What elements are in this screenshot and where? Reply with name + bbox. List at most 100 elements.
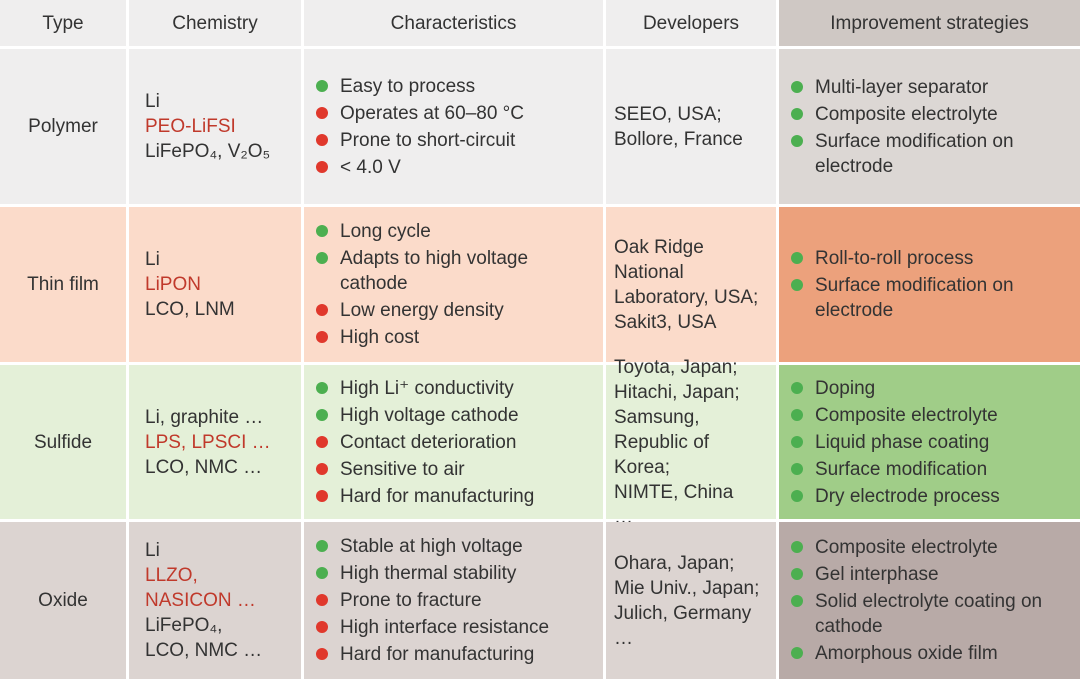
characteristics-cell: Easy to process Operates at 60–80 °C Prone… (304, 49, 603, 204)
developer-line: Laboratory, USA; (614, 286, 759, 308)
strategy-text: Multi-layer separator (815, 76, 989, 98)
characteristic-text: Low energy density (340, 300, 504, 321)
chemistry-line: LLZO, (145, 565, 198, 586)
header-cell: Chemistry (129, 0, 301, 46)
characteristic-text: High Li⁺ conductivity (340, 377, 514, 399)
chemistry-line: NASICON … (145, 590, 256, 611)
bullet (316, 160, 328, 173)
developers-cell: SEEO, USA; Bollore, France (606, 49, 776, 204)
developer-line: National (614, 261, 684, 283)
header-cell: Developers (606, 0, 776, 46)
developer-line: NIMTE, China (614, 481, 734, 503)
developer-line: Toyota, Japan; (614, 356, 738, 378)
developer-line: Julich, Germany (614, 602, 752, 624)
chemistry-line: Li (145, 540, 160, 561)
characteristic-item: Low energy density (312, 298, 595, 323)
strategy-text: Gel interphase (815, 564, 939, 585)
developer-line: Hitachi, Japan; (614, 381, 740, 403)
bullet (791, 134, 803, 147)
chemistry-line: Li (145, 249, 160, 270)
developers-cell: Oak Ridge National Laboratory, USA; Sakit3,… (606, 207, 776, 362)
chemistry-cell: Li PEO-LiFSI LiFePO₄, V₂O₅ (129, 49, 301, 204)
characteristic-text: Sensitive to air (340, 458, 465, 480)
bullet (316, 331, 328, 343)
bullet (791, 489, 803, 502)
bullet (316, 304, 328, 316)
chemistry-line: Li, graphite … (145, 406, 264, 428)
characteristic-item: Prone to fracture (312, 588, 595, 613)
characteristic-text: High thermal stability (340, 563, 517, 584)
characteristic-text: Contact deterioration (340, 431, 517, 453)
characteristic-item: Easy to process (312, 74, 595, 99)
bullet (316, 594, 328, 606)
strategy-item: Liquid phase coating (787, 430, 1072, 455)
chemistry-line: Li (145, 91, 160, 112)
characteristic-text: High cost (340, 327, 420, 348)
characteristic-item: Prone to short-circuit (312, 128, 595, 153)
developer-line: Mie Univ., Japan; (614, 577, 760, 599)
strategy-text: Composite electrolyte (815, 404, 998, 426)
strategy-text: Solid electrolyte coating on cathode (815, 591, 1043, 637)
strategy-text: Amorphous oxide film (815, 643, 998, 664)
strategy-item: Surface modification (787, 457, 1072, 482)
characteristic-item: Sensitive to air (312, 457, 595, 482)
characteristic-text: Long cycle (340, 221, 431, 242)
strategy-item: Composite electrolyte (787, 403, 1072, 428)
characteristic-item: High interface resistance (312, 615, 595, 640)
characteristic-text: Hard for manufacturing (340, 644, 535, 665)
bullet (791, 80, 803, 93)
bullet (316, 381, 328, 394)
bullet (791, 381, 803, 394)
chemistry-line: LCO, LNM (145, 299, 235, 320)
characteristic-item: High cost (312, 325, 595, 350)
chemistry-line: PEO-LiFSI (145, 116, 236, 137)
developers-cell: Toyota, Japan; Hitachi, Japan; Samsung, Rep… (606, 357, 776, 528)
bullet (316, 648, 328, 660)
characteristic-item: High voltage cathode (312, 403, 595, 428)
developer-line: … (614, 627, 633, 649)
chemistry-line: LPS, LPSCI … (145, 431, 271, 453)
strategy-text: Composite electrolyte (815, 103, 998, 125)
bullet (791, 568, 803, 580)
bullet (316, 621, 328, 633)
bullet (791, 647, 803, 659)
characteristic-item: Hard for manufacturing (312, 642, 595, 667)
bullet (791, 107, 803, 120)
chemistry-line: LiPON (145, 274, 201, 295)
strategy-text: Composite electrolyte (815, 537, 998, 558)
strategy-item: Composite electrolyte (787, 535, 1072, 560)
type-cell: Thin film (0, 207, 126, 362)
bullet (316, 489, 328, 502)
strategy-text: Dry electrode process (815, 485, 1000, 507)
bullet (316, 567, 328, 579)
characteristics-cell: High Li⁺ conductivity High voltage cathod… (304, 365, 603, 519)
strategy-item: Surface modification on electrode (787, 129, 1072, 179)
characteristic-text: Hard for manufacturing (340, 485, 535, 507)
bullet (316, 252, 328, 264)
bullet (791, 435, 803, 448)
strategies-cell: Doping Composite electrolyte Liquid phase … (779, 365, 1080, 519)
characteristic-item: < 4.0 V (312, 155, 595, 180)
characteristic-item: Operates at 60–80 °C (312, 101, 595, 126)
bullet (791, 408, 803, 421)
chemistry-cell: Li LiPON LCO, LNM (129, 207, 301, 362)
strategy-item: Gel interphase (787, 562, 1072, 587)
characteristics-cell: Long cycle Adapts to high voltage cathode… (304, 207, 603, 362)
chemistry-line: LCO, NMC … (145, 640, 263, 661)
bullet (316, 462, 328, 475)
chemistry-line: LCO, NMC … (145, 456, 263, 478)
characteristic-text: Adapts to high voltage cathode (340, 248, 529, 294)
characteristic-item: Long cycle (312, 219, 595, 244)
characteristic-text: High interface resistance (340, 617, 550, 638)
chemistry-cell: Li, graphite … LPS, LPSCI … LCO, NMC … (129, 365, 301, 519)
bullet (791, 595, 803, 607)
developers-cell: Ohara, Japan; Mie Univ., Japan; Julich, Ge… (606, 522, 776, 679)
characteristic-text: Stable at high voltage (340, 536, 523, 557)
strategy-text: Surface modification (815, 458, 988, 480)
bullet (791, 541, 803, 553)
strategy-item: Solid electrolyte coating on cathode (787, 589, 1072, 639)
strategy-text: Surface modification on electrode (815, 275, 1014, 321)
strategy-item: Multi-layer separator (787, 75, 1072, 100)
strategy-item: Doping (787, 376, 1072, 401)
